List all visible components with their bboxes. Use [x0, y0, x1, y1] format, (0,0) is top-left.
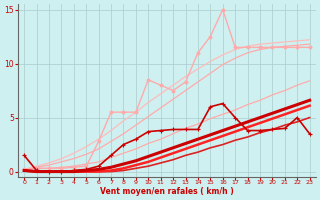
X-axis label: Vent moyen/en rafales ( km/h ): Vent moyen/en rafales ( km/h ): [100, 187, 234, 196]
